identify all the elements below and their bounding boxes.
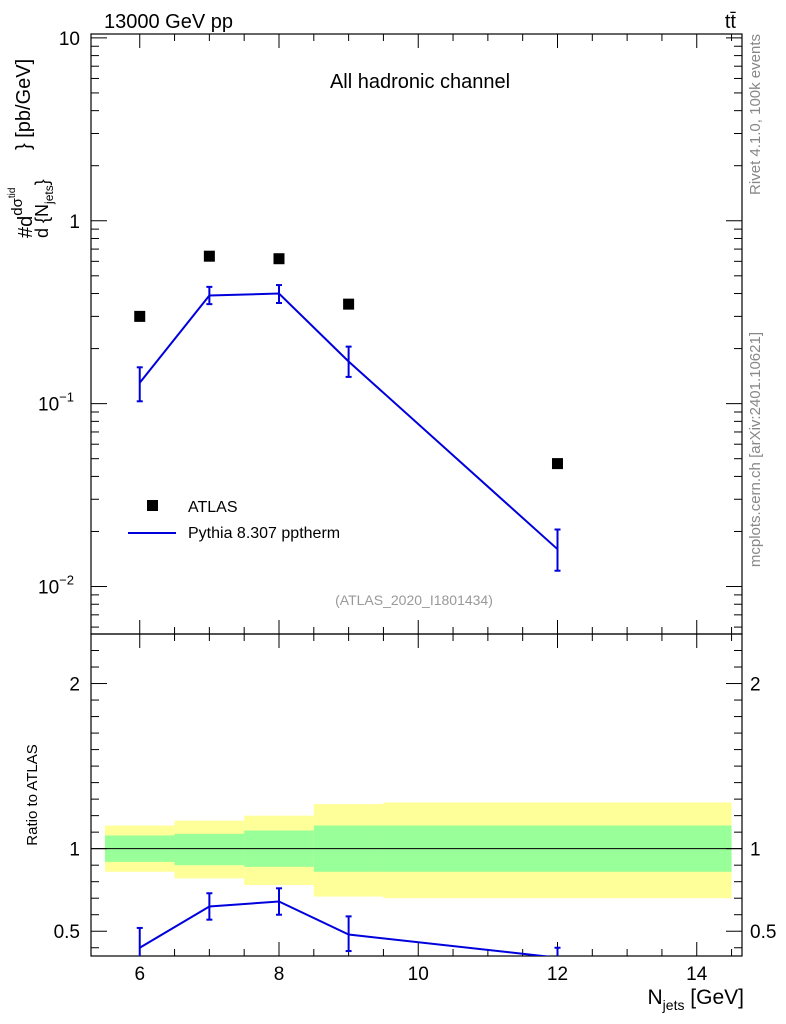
main-frame bbox=[90, 33, 743, 635]
x-tick-label: 10 bbox=[408, 964, 429, 985]
legend-label-atlas: ATLAS bbox=[188, 499, 238, 516]
energy-label: 13000 GeV pp bbox=[104, 11, 233, 33]
atlas-point bbox=[203, 250, 215, 262]
ratio-band-stat-bin-1 bbox=[174, 833, 245, 866]
ratio-y-tick-label-right: 0.5 bbox=[750, 922, 776, 943]
main-panel: All hadronic channel (ATLAS_2020_I180143… bbox=[7, 29, 743, 635]
y-tick-label: 10−2 bbox=[38, 573, 74, 599]
y-tick-label: 10−1 bbox=[38, 390, 74, 416]
rivet-label: Rivet 4.1.0, 100k events bbox=[747, 34, 764, 195]
ratio-y-tick-label-right: 1 bbox=[750, 840, 761, 861]
x-tick-label: 14 bbox=[686, 964, 708, 985]
y-tick-label: 1 bbox=[69, 212, 80, 233]
ratio-bands bbox=[104, 802, 732, 899]
x-tick-label: 12 bbox=[547, 964, 568, 985]
svg-text:d {Njets}: d {Njets} bbox=[32, 179, 56, 238]
source-label: mcplots.cern.ch [arXiv:2401.10621] bbox=[747, 332, 764, 567]
ratio-series bbox=[136, 887, 561, 956]
ratio-frame bbox=[90, 633, 743, 957]
x-tick-label: 8 bbox=[274, 964, 285, 985]
ratio-y-tick-label-right: 2 bbox=[750, 675, 761, 696]
x-tick-label: 6 bbox=[134, 964, 145, 985]
ratio-y-axis-label: Ratio to ATLAS bbox=[24, 744, 41, 845]
ratio-y-tick-label: 0.5 bbox=[54, 922, 80, 943]
legend-label-pythia: Pythia 8.307 pptherm bbox=[188, 525, 340, 542]
atlas-point bbox=[343, 298, 355, 310]
analysis-label: (ATLAS_2020_I1801434) bbox=[335, 592, 493, 608]
y-tick-label: 10 bbox=[59, 29, 80, 50]
x-axis-label: Njets [GeV] bbox=[648, 986, 745, 1013]
atlas-point bbox=[273, 253, 285, 265]
main-y-axis-label: #ddσtid d {Njets} } [pb/GeV] bbox=[7, 59, 56, 238]
ratio-panel: Ratio to ATLAS 6 8 10 12 140.5 0.51 12 2 bbox=[24, 633, 776, 985]
svg-text:#ddσtid: #ddσtid bbox=[7, 188, 37, 238]
svg-text:} [pb/GeV]: } [pb/GeV] bbox=[13, 59, 35, 150]
ratio-y-tick-label: 2 bbox=[69, 675, 80, 696]
ratio-y-tick-label: 1 bbox=[69, 840, 80, 861]
legend-marker-atlas bbox=[147, 500, 158, 511]
main-title: All hadronic channel bbox=[330, 71, 510, 93]
atlas-point bbox=[551, 458, 563, 470]
legend: ATLAS Pythia 8.307 pptherm bbox=[128, 499, 340, 542]
atlas-point bbox=[134, 310, 146, 322]
process-label: tt̄ bbox=[725, 11, 737, 33]
